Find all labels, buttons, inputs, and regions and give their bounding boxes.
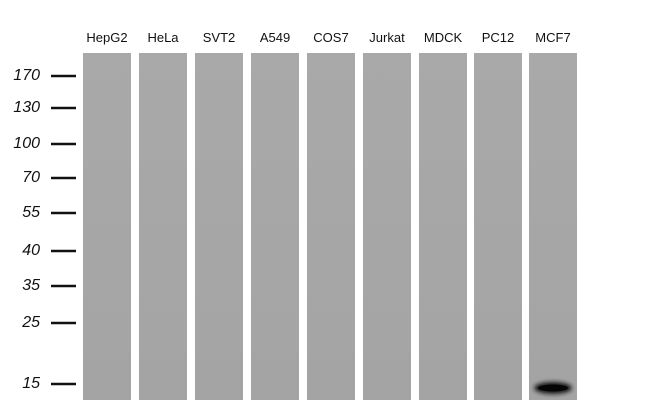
marker-label: 170 xyxy=(13,67,40,84)
lane-label: MCF7 xyxy=(535,30,570,45)
lane xyxy=(474,53,522,400)
lane xyxy=(251,53,299,400)
markers: 170 130 100 70 55 40 35 25 15 xyxy=(13,67,76,392)
lane xyxy=(363,53,411,400)
lane-label: A549 xyxy=(260,30,290,45)
lane-label: MDCK xyxy=(424,30,463,45)
lane-label: HeLa xyxy=(147,30,179,45)
marker-label: 100 xyxy=(13,135,40,152)
lane xyxy=(139,53,187,400)
lane xyxy=(195,53,243,400)
lane xyxy=(307,53,355,400)
lane-label: Jurkat xyxy=(369,30,405,45)
protein-band-core xyxy=(538,384,568,392)
lane xyxy=(83,53,131,400)
marker-label: 35 xyxy=(22,277,40,294)
lane-label: SVT2 xyxy=(203,30,236,45)
lane-label: HepG2 xyxy=(86,30,127,45)
marker-label: 130 xyxy=(13,99,40,116)
marker-label: 55 xyxy=(22,204,40,221)
lane-label: PC12 xyxy=(482,30,515,45)
marker-label: 40 xyxy=(22,242,40,259)
lane xyxy=(529,53,577,400)
lanes: HepG2 HeLa SVT2 A549 COS7 Jurkat MDCK PC12 MCF7 xyxy=(83,30,577,400)
lane-label: COS7 xyxy=(313,30,348,45)
marker-label: 15 xyxy=(22,375,40,392)
lane xyxy=(419,53,467,400)
marker-label: 70 xyxy=(22,169,40,186)
marker-label: 25 xyxy=(21,314,40,331)
